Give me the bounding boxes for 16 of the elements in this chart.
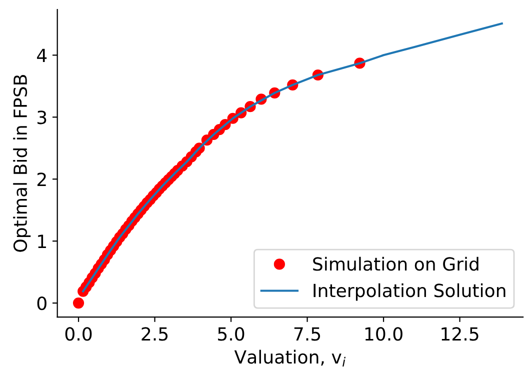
x-axis-title: Valuation, v$_{i}$ (234, 350, 346, 366)
y-tick-label: 1 (38, 234, 46, 248)
legend-label: Simulation on Grid (313, 256, 478, 271)
y-tick-label: 4 (37, 48, 47, 62)
x-tick-label: 0.0 (65, 327, 92, 341)
x-tick-label: 5.0 (218, 327, 244, 341)
x-tick-label: 7.5 (294, 327, 320, 341)
y-tick-label: 2 (37, 172, 46, 186)
x-tick-label: 12.5 (442, 327, 478, 341)
x-tick-label: 10.0 (365, 327, 402, 341)
y-tick-label: 0 (37, 296, 46, 310)
y-axis-title: Optimal Bid in FPSB (13, 75, 31, 252)
x-tick-label: 2.5 (142, 327, 168, 341)
point (72, 298, 84, 309)
y-tick-label: 3 (38, 110, 46, 124)
legend-label: Interpolation Solution (314, 283, 506, 301)
